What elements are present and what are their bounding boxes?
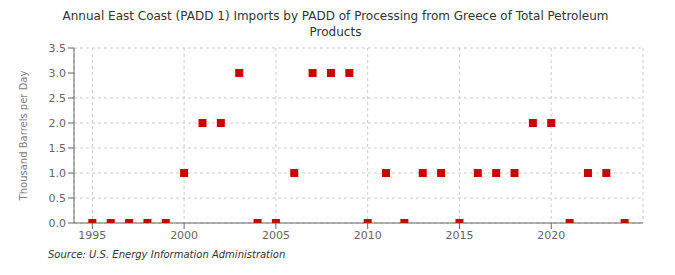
svg-text:2.5: 2.5 (49, 92, 67, 105)
svg-text:2020: 2020 (537, 229, 565, 242)
svg-text:2005: 2005 (262, 229, 290, 242)
svg-text:3.5: 3.5 (49, 42, 67, 55)
svg-text:2000: 2000 (170, 229, 198, 242)
svg-text:2010: 2010 (354, 229, 382, 242)
svg-text:0.0: 0.0 (49, 217, 67, 230)
html-text:Annual East Coast (PADD 1) Imp: Annual East Coast (PADD 1) Imports by PA… (62, 9, 609, 39)
svg-text:1995: 1995 (78, 229, 106, 242)
svg-text:1.0: 1.0 (49, 167, 67, 180)
svg-text:3.0: 3.0 (49, 67, 67, 80)
svg-text:1.5: 1.5 (49, 142, 67, 155)
svg-text:2.0: 2.0 (49, 117, 67, 130)
svg-text:0.5: 0.5 (49, 192, 67, 205)
svg-text:Thousand Barrels per Day: Thousand Barrels per Day (18, 71, 29, 202)
svg-text:2015: 2015 (445, 229, 473, 242)
html-text:Source: U.S. Energy Informatio: Source: U.S. Energy Information Administ… (48, 249, 286, 260)
